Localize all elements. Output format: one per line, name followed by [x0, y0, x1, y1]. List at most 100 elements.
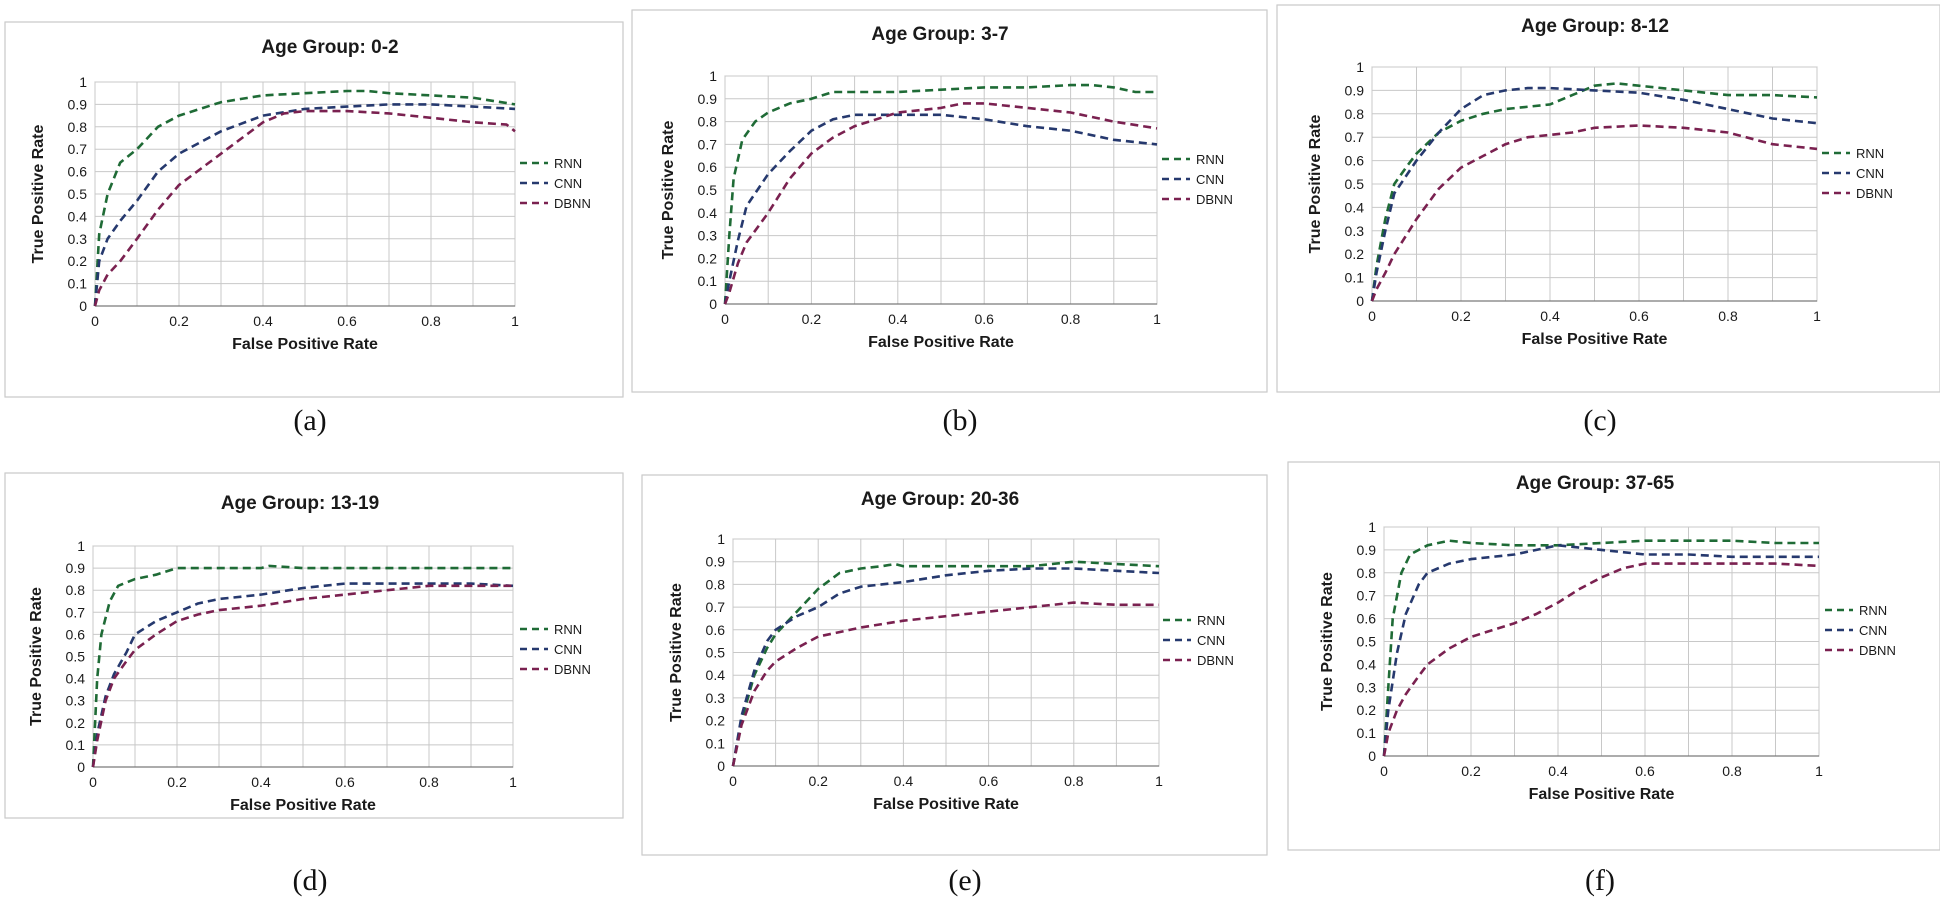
- x-tick-label: 0: [729, 773, 737, 789]
- x-tick-label: 1: [1813, 308, 1821, 324]
- x-tick-label: 0.6: [974, 311, 994, 327]
- panel-caption: (c): [1583, 404, 1616, 437]
- series-line-dbnn: [93, 109, 516, 307]
- x-tick-label: 0.2: [1461, 763, 1481, 779]
- chart-frame: [641, 474, 1268, 856]
- chart-title: Age Group: 0-2: [261, 37, 398, 58]
- x-tick-label: 1: [1153, 311, 1161, 327]
- y-tick-label: 0.8: [66, 582, 86, 598]
- y-axis-title: True Positive Rate: [668, 583, 685, 722]
- series-line-dbnn: [731, 601, 1159, 767]
- y-tick-label: 0.9: [66, 560, 86, 576]
- x-tick-label: 0: [1368, 308, 1376, 324]
- y-tick-label: 0.4: [1345, 199, 1365, 215]
- x-tick-label: 0.4: [253, 313, 273, 329]
- chart-title: Age Group: 20-36: [861, 489, 1019, 510]
- x-axis-title: False Positive Rate: [230, 797, 376, 814]
- y-tick-label: 0.8: [698, 114, 718, 130]
- y-tick-label: 0.9: [698, 91, 718, 107]
- y-axis-title: True Positive Rate: [28, 587, 45, 726]
- series-line-dbnn: [1382, 562, 1820, 757]
- y-tick-label: 0.3: [706, 690, 726, 706]
- y-tick-label: 1: [709, 68, 717, 84]
- legend-label-cnn: CNN: [1859, 623, 1887, 638]
- y-tick-label: 0.6: [68, 164, 88, 180]
- legend-label-rnn: RNN: [1856, 146, 1884, 161]
- legend-label-rnn: RNN: [1859, 603, 1887, 618]
- y-tick-label: 0: [717, 758, 725, 774]
- x-tick-label: 0.8: [1718, 308, 1738, 324]
- x-tick-label: 0.2: [802, 311, 822, 327]
- series-line-dbnn: [91, 584, 513, 768]
- x-tick-label: 1: [1815, 763, 1823, 779]
- y-tick-label: 0: [1368, 748, 1376, 764]
- y-tick-label: 1: [79, 74, 87, 90]
- y-axis-title: True Positive Rate: [1307, 115, 1324, 254]
- x-tick-label: 0.6: [979, 773, 999, 789]
- x-tick-label: 1: [1155, 773, 1163, 789]
- legend-label-dbnn: DBNN: [554, 662, 591, 677]
- chart-title: Age Group: 3-7: [871, 24, 1008, 45]
- y-tick-label: 0.4: [706, 667, 726, 683]
- series-line-cnn: [91, 582, 514, 768]
- y-tick-label: 0.5: [66, 649, 86, 665]
- y-tick-label: 0.9: [1357, 542, 1377, 558]
- legend-label-rnn: RNN: [1196, 152, 1224, 167]
- y-tick-label: 0.4: [66, 671, 86, 687]
- series-line-rnn: [723, 83, 1157, 305]
- y-tick-label: 0.2: [68, 253, 88, 269]
- legend-label-dbnn: DBNN: [1197, 653, 1234, 668]
- y-tick-label: 0.4: [698, 205, 718, 221]
- y-tick-label: 0.5: [706, 645, 726, 661]
- y-tick-label: 0.2: [66, 715, 86, 731]
- x-tick-label: 0.4: [1540, 308, 1560, 324]
- y-tick-label: 0.5: [68, 186, 88, 202]
- x-tick-label: 0.8: [1061, 311, 1081, 327]
- chart-panel-1: 0 0.1 0.2 0.3 0.4 0.5 0.6 0.7 0.8 0.9 1 0 0.2 0.4 0.6 0…: [4, 21, 624, 398]
- y-tick-label: 0.4: [68, 208, 88, 224]
- x-tick-label: 0.4: [1548, 763, 1568, 779]
- x-axis-title: False Positive Rate: [873, 796, 1019, 813]
- y-tick-label: 0.7: [698, 136, 718, 152]
- y-tick-label: 1: [717, 531, 725, 547]
- y-axis-title: True Positive Rate: [660, 121, 677, 260]
- y-tick-label: 0.8: [1357, 565, 1377, 581]
- y-tick-label: 0.7: [66, 604, 86, 620]
- x-tick-label: 0.2: [169, 313, 189, 329]
- x-tick-label: 0.6: [1629, 308, 1649, 324]
- legend-label-rnn: RNN: [554, 156, 582, 171]
- legend-label-rnn: RNN: [1197, 613, 1225, 628]
- x-tick-label: 0.8: [1064, 773, 1084, 789]
- y-tick-label: 0.2: [706, 713, 726, 729]
- y-axis-title: True Positive Rate: [1319, 572, 1336, 711]
- x-tick-label: 0.2: [808, 773, 828, 789]
- y-tick-label: 1: [77, 538, 85, 554]
- chart-panel-2: 0 0.1 0.2 0.3 0.4 0.5 0.6 0.7 0.8 0.9 1 0 0.2 0.4 0.6 0…: [631, 9, 1268, 393]
- series-line-rnn: [1370, 82, 1818, 302]
- legend-label-cnn: CNN: [554, 176, 582, 191]
- y-tick-label: 0.7: [68, 141, 88, 157]
- series-line-cnn: [1370, 86, 1818, 302]
- panel-caption: (d): [293, 864, 328, 897]
- series-line-rnn: [91, 564, 513, 768]
- series-line-cnn: [93, 103, 516, 307]
- series-line-cnn: [731, 567, 1160, 767]
- x-tick-label: 1: [511, 313, 519, 329]
- y-tick-label: 0.6: [1345, 153, 1365, 169]
- y-tick-label: 0.4: [1357, 656, 1377, 672]
- x-tick-label: 0.4: [894, 773, 914, 789]
- y-tick-label: 0.2: [698, 250, 718, 266]
- chart-title: Age Group: 8-12: [1521, 16, 1669, 37]
- legend-label-dbnn: DBNN: [554, 196, 591, 211]
- y-tick-label: 0.6: [1357, 611, 1377, 627]
- series-line-rnn: [1382, 539, 1819, 757]
- legend-label-cnn: CNN: [1856, 166, 1884, 181]
- y-tick-label: 1: [1356, 59, 1364, 75]
- x-axis-title: False Positive Rate: [232, 336, 378, 353]
- y-tick-label: 0.7: [706, 599, 726, 615]
- legend-label-dbnn: DBNN: [1859, 643, 1896, 658]
- y-tick-label: 0.3: [698, 228, 718, 244]
- y-tick-label: 0.3: [1357, 679, 1377, 695]
- x-axis-title: False Positive Rate: [868, 334, 1014, 351]
